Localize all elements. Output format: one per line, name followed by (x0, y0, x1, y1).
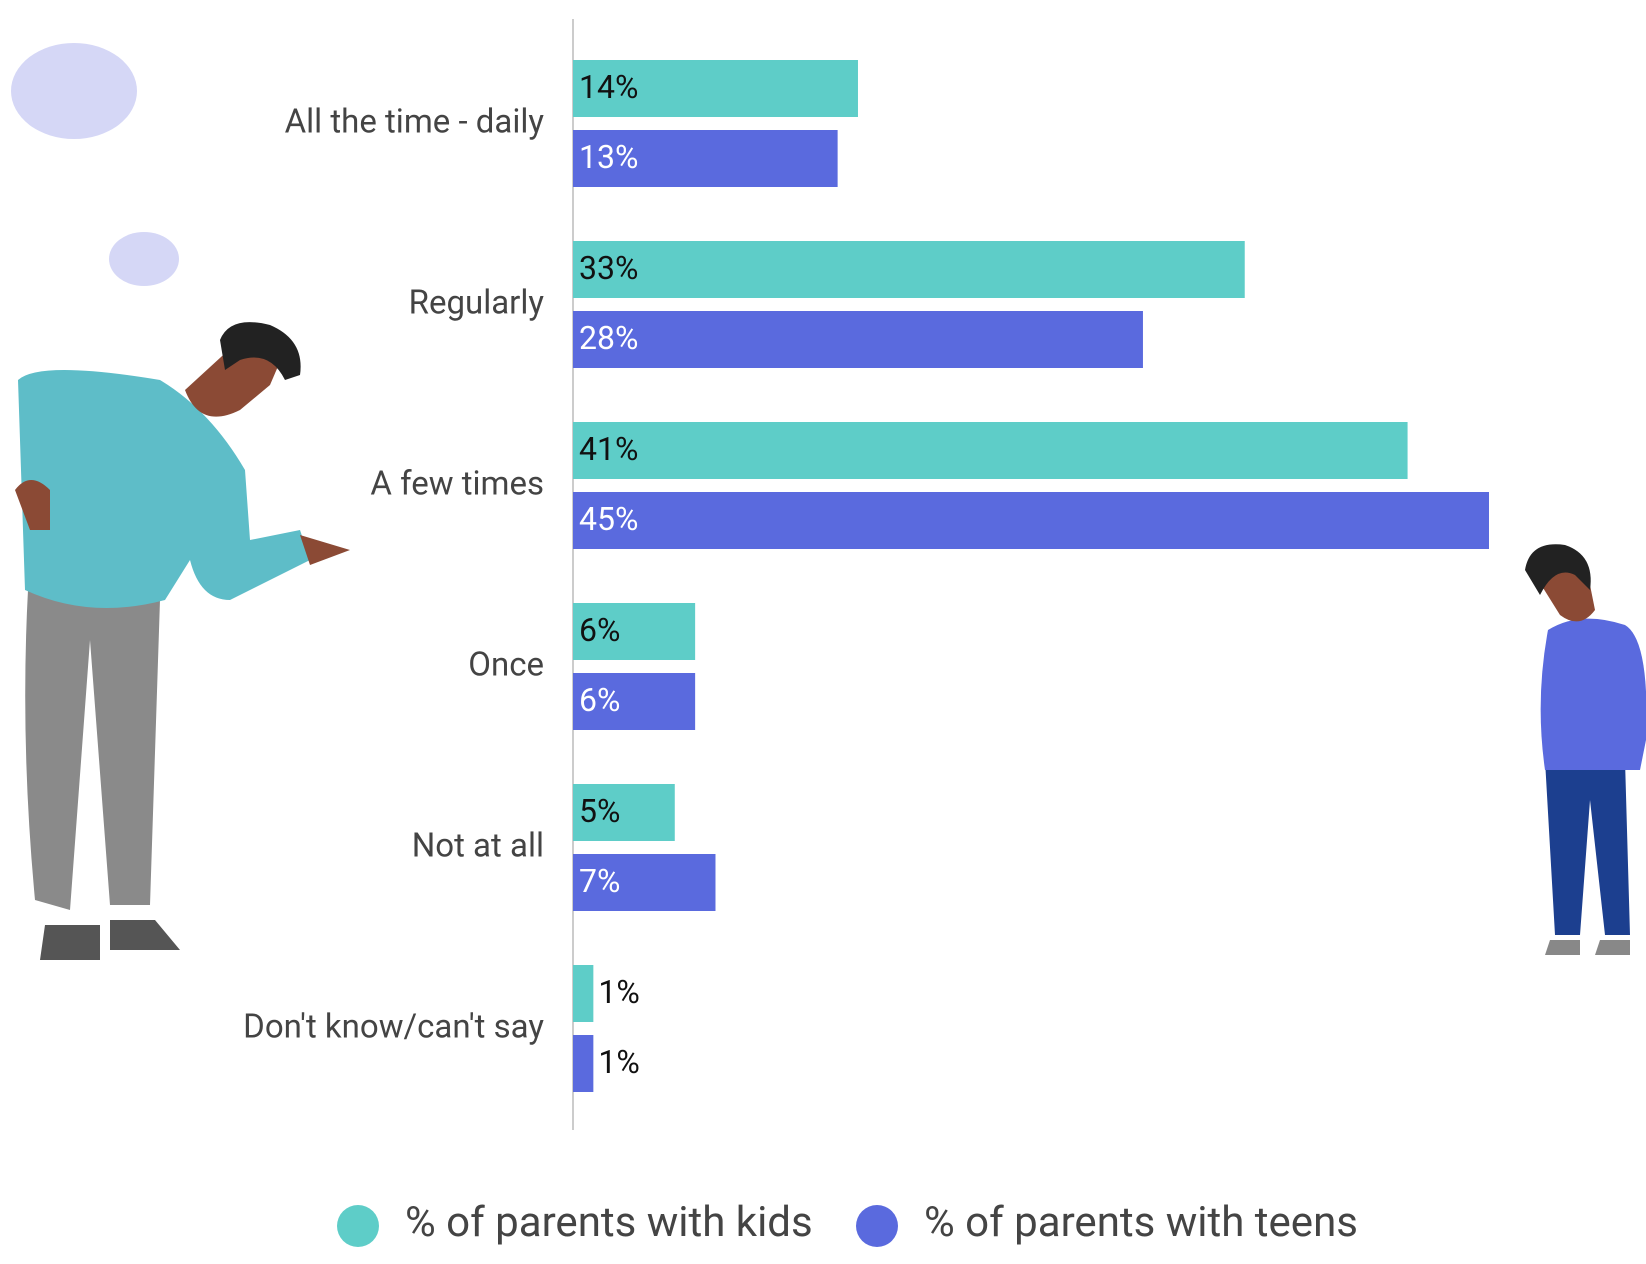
bar (573, 1035, 594, 1092)
value-label: 1% (598, 1043, 639, 1081)
bar (573, 784, 675, 841)
category-label: A few times (370, 465, 544, 504)
illustration (11, 43, 1646, 960)
value-label: 6% (579, 611, 620, 649)
value-label: 41% (579, 430, 638, 468)
value-label: 45% (579, 500, 638, 538)
category-label: All the time - daily (285, 103, 545, 142)
legend-swatch (337, 1205, 379, 1247)
category-label: Regularly (409, 284, 545, 323)
value-label: 28% (579, 319, 638, 357)
bar (573, 965, 594, 1022)
value-label: 7% (579, 862, 620, 900)
legend-label: % of parents with teens (924, 1198, 1358, 1247)
value-label: 14% (579, 68, 638, 106)
category-label: Don't know/can't say (243, 1008, 544, 1047)
value-label: 5% (579, 792, 620, 830)
bar (573, 130, 838, 187)
category-label: Once (468, 646, 544, 685)
category-label: Not at all (412, 827, 544, 866)
value-label: 33% (579, 249, 638, 287)
bar (573, 673, 696, 730)
bar (573, 422, 1408, 479)
bar (573, 492, 1489, 549)
value-label: 1% (598, 973, 639, 1011)
legend-swatch (856, 1205, 898, 1247)
bar (573, 603, 696, 660)
bar (573, 311, 1143, 368)
value-label: 13% (579, 138, 638, 176)
legend-label: % of parents with kids (405, 1198, 813, 1247)
bar (573, 60, 858, 117)
bar (573, 241, 1245, 298)
bar (573, 854, 716, 911)
value-label: 6% (579, 681, 620, 719)
